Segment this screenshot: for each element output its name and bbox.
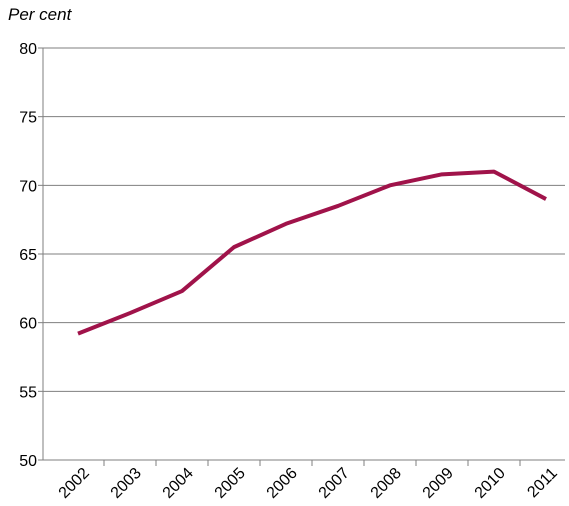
y-tick-label: 50 — [19, 453, 37, 470]
x-tick-label: 2010 — [472, 465, 509, 502]
x-tick-label: 2004 — [160, 465, 197, 502]
x-tick-label: 2008 — [368, 465, 405, 502]
y-tick-label: 65 — [19, 247, 37, 264]
x-tick-label: 2009 — [420, 465, 457, 502]
y-tick-label: 60 — [19, 316, 37, 333]
y-tick-label: 80 — [19, 41, 37, 58]
x-tick-label: 2007 — [316, 465, 353, 502]
x-tick-label: 2002 — [56, 465, 93, 502]
y-tick-label: 75 — [19, 110, 37, 127]
x-tick-label: 2006 — [264, 465, 301, 502]
y-tick-label: 70 — [19, 178, 37, 195]
x-tick-label: 2011 — [524, 465, 560, 501]
data-line — [77, 169, 547, 336]
x-tick-label: 2005 — [212, 465, 249, 502]
chart-title: Per cent — [8, 5, 73, 24]
y-tick-label: 55 — [19, 384, 37, 401]
x-tick-label: 2003 — [108, 465, 145, 502]
